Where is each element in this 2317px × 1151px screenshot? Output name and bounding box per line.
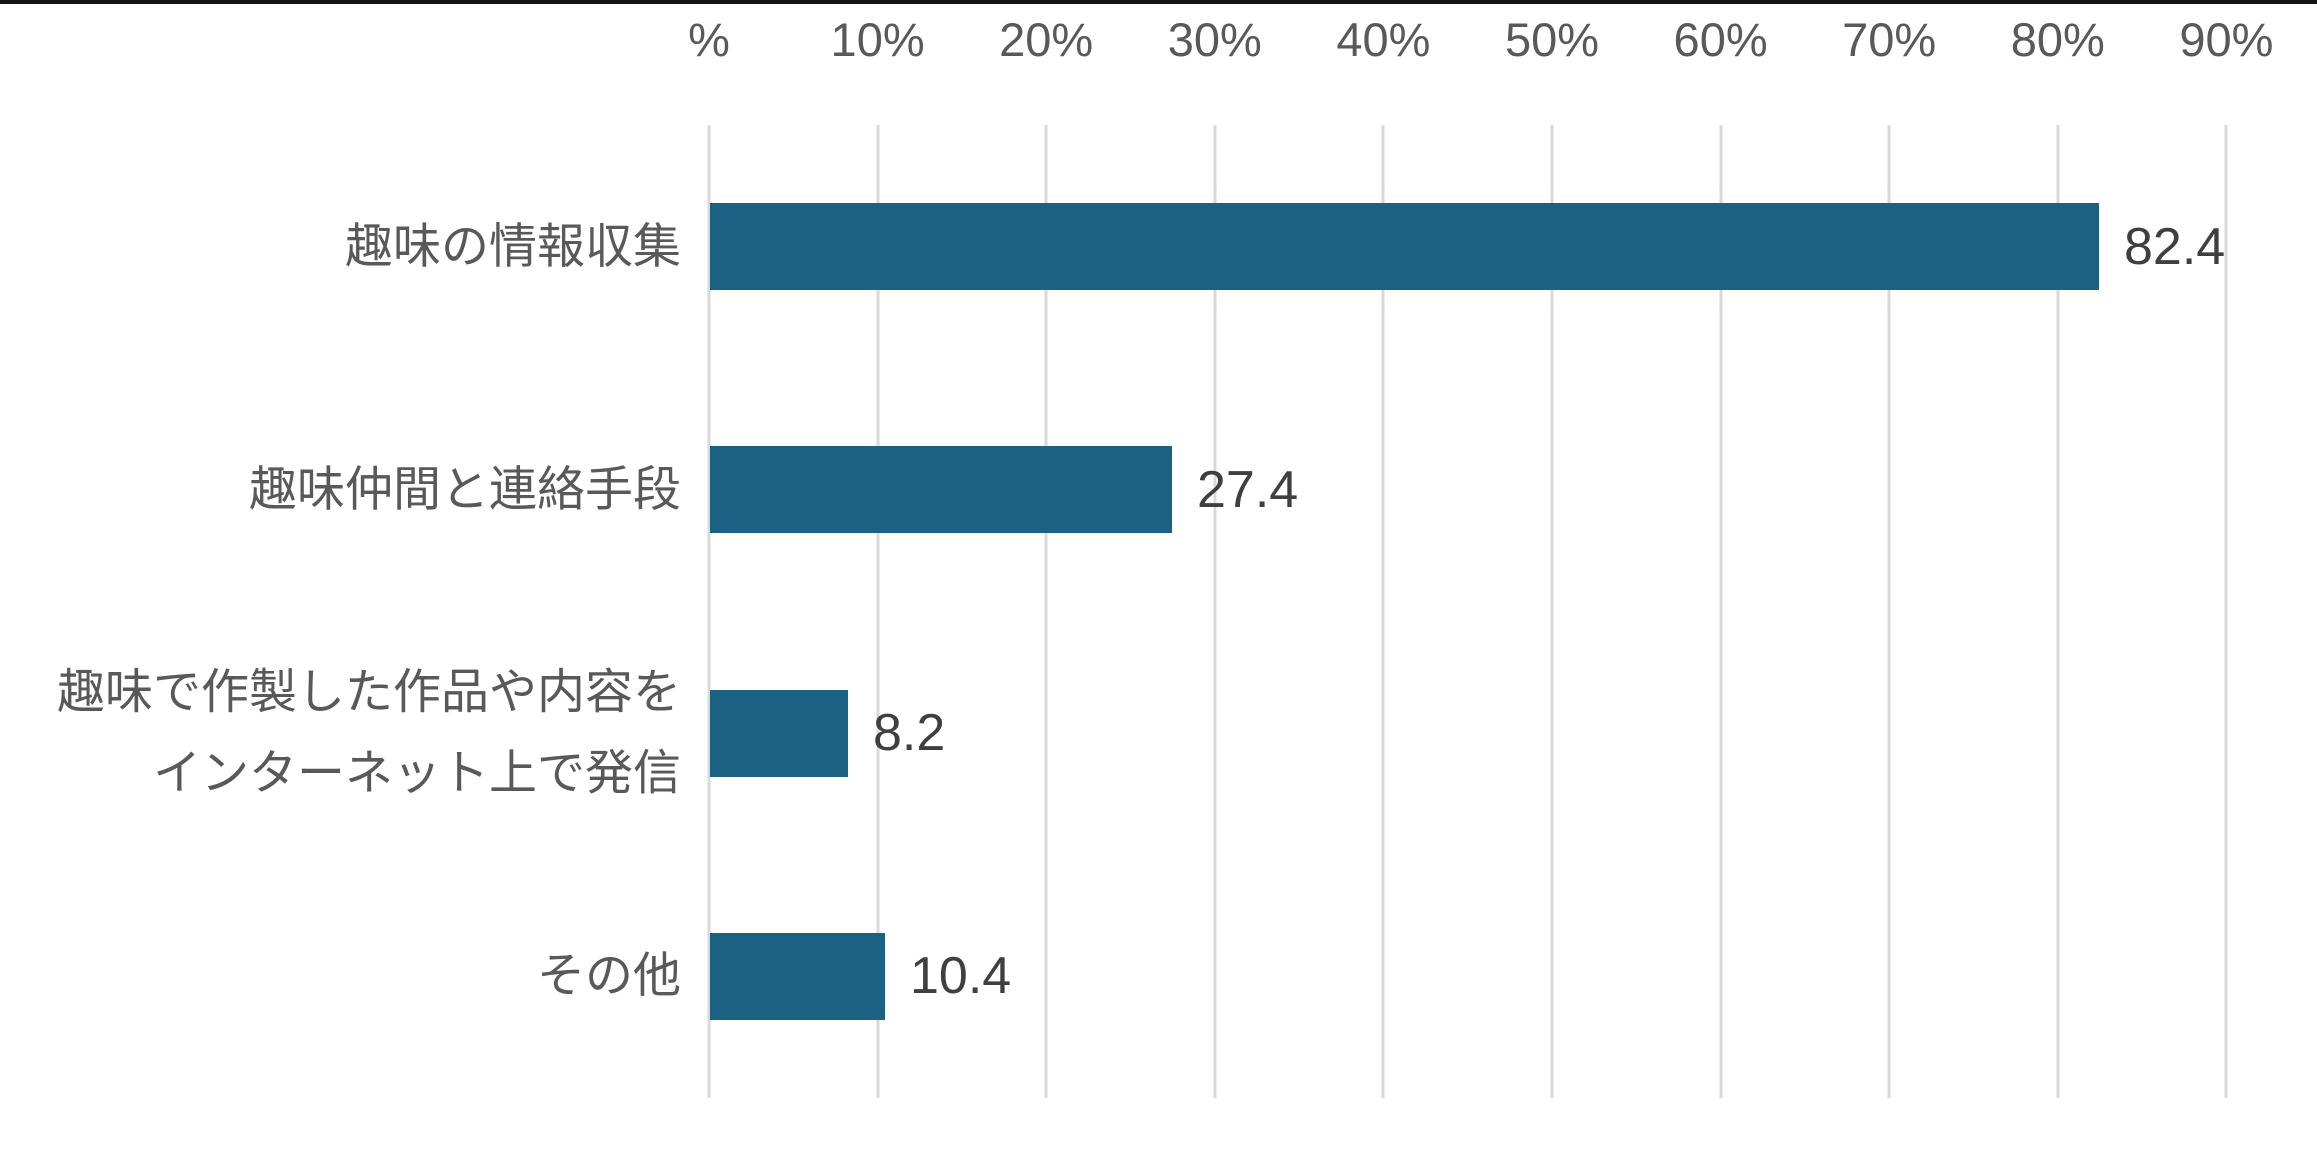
x-axis-tick-label: 80% <box>2010 13 2105 66</box>
x-axis-tick-label: 30% <box>1167 13 1262 66</box>
bar-value-label: 27.4 <box>1197 461 1299 519</box>
x-axis-tick-label: 70% <box>1842 13 1937 66</box>
x-axis-tick-label: 90% <box>2179 13 2274 66</box>
bar-value-label: 82.4 <box>2124 218 2226 276</box>
bar-value-label: 8.2 <box>873 704 946 762</box>
gridline <box>1381 125 1385 1098</box>
x-axis-tick-label: 50% <box>1504 13 1600 66</box>
gridline <box>2056 125 2060 1098</box>
gridline <box>1887 125 1891 1098</box>
bar-category-label: 趣味の情報収集 <box>344 220 681 274</box>
gridline <box>1213 125 1217 1098</box>
bar-category-label: その他 <box>536 949 681 1003</box>
x-axis-tick-label: 10% <box>830 13 925 66</box>
gridline <box>2224 125 2228 1098</box>
bar-value-label: 10.4 <box>910 947 1012 1005</box>
gridline <box>1719 125 1723 1098</box>
bar-category-label: 趣味仲間と連絡手段 <box>248 463 681 517</box>
gridline <box>707 125 711 1098</box>
gridline <box>1044 125 1048 1098</box>
gridline <box>876 125 880 1098</box>
bar <box>710 933 885 1020</box>
x-axis-tick-label: % <box>688 13 730 66</box>
bar <box>710 690 848 777</box>
chart-top-border <box>0 0 2317 4</box>
bar <box>710 446 1172 533</box>
x-axis-tick-label: 60% <box>1673 13 1768 66</box>
bar <box>710 203 2099 290</box>
x-axis-tick-label: 20% <box>999 13 1094 66</box>
bar-category-label: 趣味で作製した作品や内容を インターネット上で発信 <box>56 666 681 800</box>
gridline <box>1550 125 1554 1098</box>
x-axis-tick-label: 40% <box>1336 13 1431 66</box>
